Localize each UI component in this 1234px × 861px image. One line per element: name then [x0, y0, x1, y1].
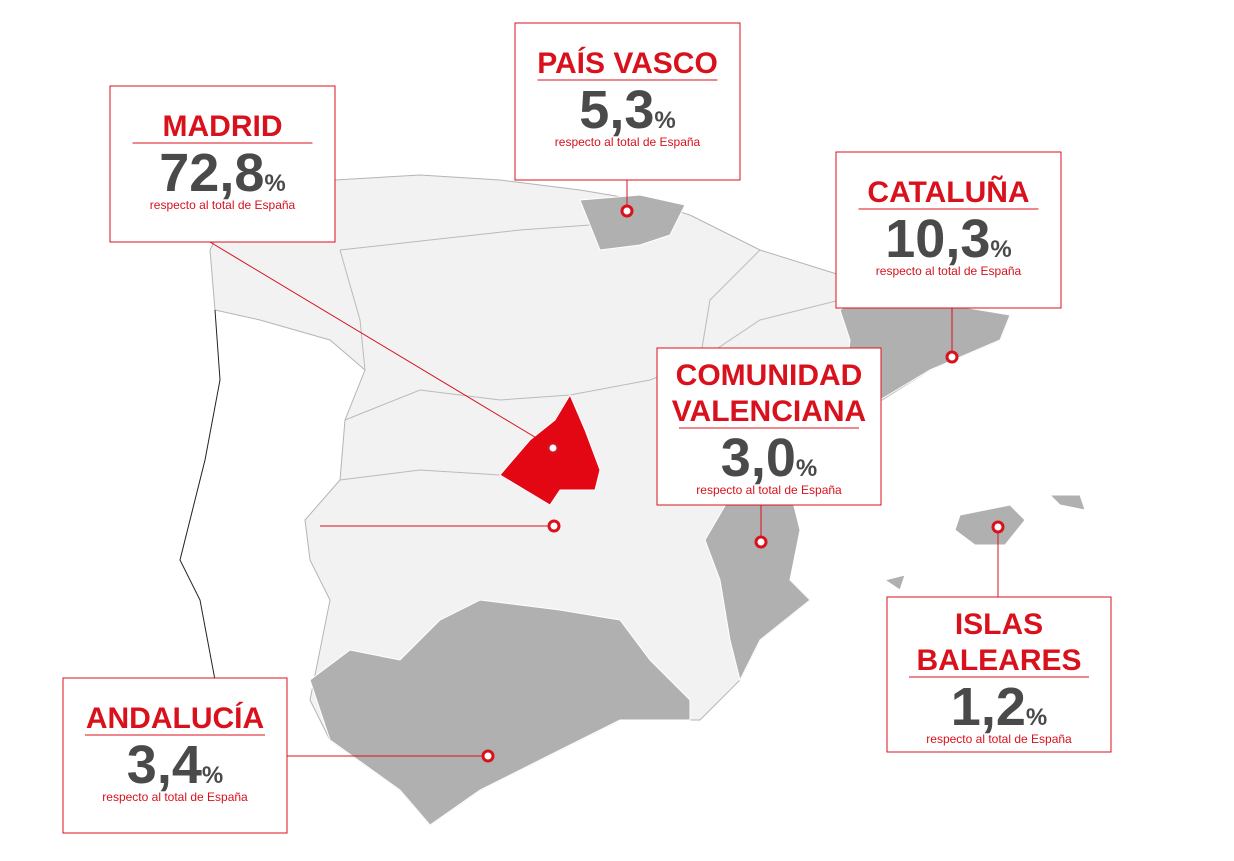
region-name: MADRID: [163, 110, 283, 143]
mallorca: [954, 504, 1026, 546]
marker: [547, 519, 561, 533]
value-unit: %: [654, 107, 675, 134]
label-box: [656, 347, 882, 506]
value-number: 1,2: [951, 677, 1026, 737]
region-borders: [339, 224, 591, 251]
menorca: [1048, 494, 1086, 511]
value-number: 3,4: [127, 735, 202, 795]
value-number: 5,3: [579, 80, 654, 140]
note: respecto al total de España: [555, 135, 701, 149]
value-number: 10,3: [885, 209, 990, 269]
region-name: ANDALUCÍA: [86, 701, 264, 735]
andalucia: [309, 599, 691, 826]
marker: [481, 749, 495, 763]
label-box: [886, 596, 1112, 753]
marker: [754, 535, 768, 549]
marker: [991, 520, 1005, 534]
value-number: 72,8: [159, 143, 264, 203]
value: 1,2%: [951, 677, 1047, 737]
value-unit: %: [990, 236, 1011, 263]
value: 3,4%: [127, 735, 223, 795]
region-borders: [699, 249, 761, 361]
value: 5,3%: [579, 80, 675, 140]
value-unit: %: [264, 170, 285, 197]
region-name: BALEARES: [916, 644, 1081, 677]
region-name: VALENCIANA: [672, 395, 866, 428]
region-name: PAÍS VASCO: [537, 46, 718, 80]
value-unit: %: [796, 455, 817, 482]
label-box: [835, 151, 1062, 309]
region-borders: [339, 469, 501, 481]
note: respecto al total de España: [150, 198, 296, 212]
note: respecto al total de España: [102, 790, 248, 804]
note: respecto al total de España: [926, 732, 1072, 746]
value-unit: %: [1026, 704, 1047, 731]
region-name: CATALUÑA: [867, 175, 1029, 209]
region-borders: [339, 249, 366, 371]
region-borders: [344, 299, 841, 421]
comunidad-valenciana: [704, 479, 811, 682]
label-box: [62, 677, 288, 834]
value-number: 3,0: [721, 428, 796, 488]
marker: [945, 350, 959, 364]
ibiza: [883, 574, 906, 591]
note: respecto al total de España: [876, 264, 1022, 278]
region-name: COMUNIDAD: [676, 359, 863, 392]
map: [179, 174, 1086, 826]
value: 72,8%: [159, 143, 285, 203]
portugal-border: [179, 309, 286, 741]
marker: [546, 441, 560, 455]
label-box: [514, 22, 741, 181]
connector: [209, 241, 554, 449]
marker: [620, 204, 634, 218]
value-unit: %: [202, 762, 223, 789]
pais-vasco: [579, 194, 686, 251]
label-box: [109, 85, 336, 243]
region-name: ISLAS: [955, 608, 1043, 641]
value: 10,3%: [885, 209, 1011, 269]
value: 3,0%: [721, 428, 817, 488]
note: respecto al total de España: [696, 483, 842, 497]
